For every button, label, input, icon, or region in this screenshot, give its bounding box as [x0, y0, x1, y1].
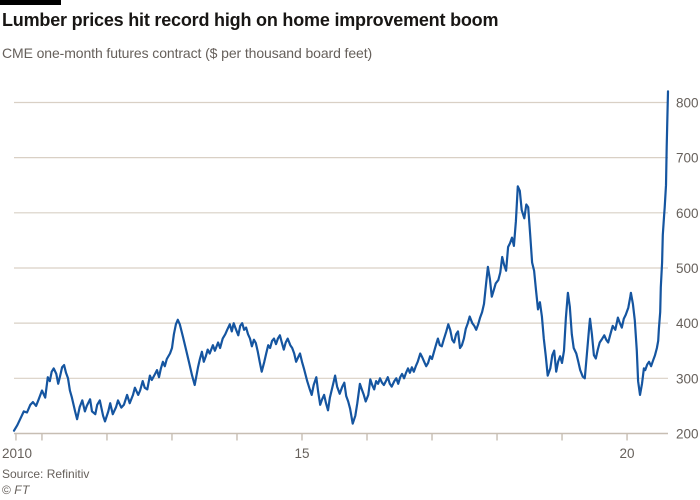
y-axis-label: 600 — [676, 206, 699, 221]
x-axis-label: 20 — [620, 446, 635, 461]
y-axis-label: 500 — [676, 261, 699, 276]
y-axis-label: 700 — [676, 151, 699, 166]
x-axis-label: 2010 — [2, 446, 32, 461]
price-line — [12, 90, 670, 432]
y-axis-label: 400 — [676, 316, 699, 331]
y-axis-label: 300 — [676, 371, 699, 386]
ft-top-bar — [0, 0, 61, 5]
source-note: Source: Refinitiv — [2, 467, 90, 481]
x-axis-label: 15 — [294, 446, 309, 461]
y-axis-label: 200 — [676, 427, 699, 442]
chart-subtitle: CME one-month futures contract ($ per th… — [2, 45, 373, 61]
chart-title: Lumber prices hit record high on home im… — [2, 10, 499, 30]
copyright-symbol: © — [2, 483, 11, 497]
y-axis-label: 800 — [676, 95, 699, 110]
ft-copyright: © FT — [2, 483, 30, 497]
copyright-ft: FT — [14, 483, 30, 497]
